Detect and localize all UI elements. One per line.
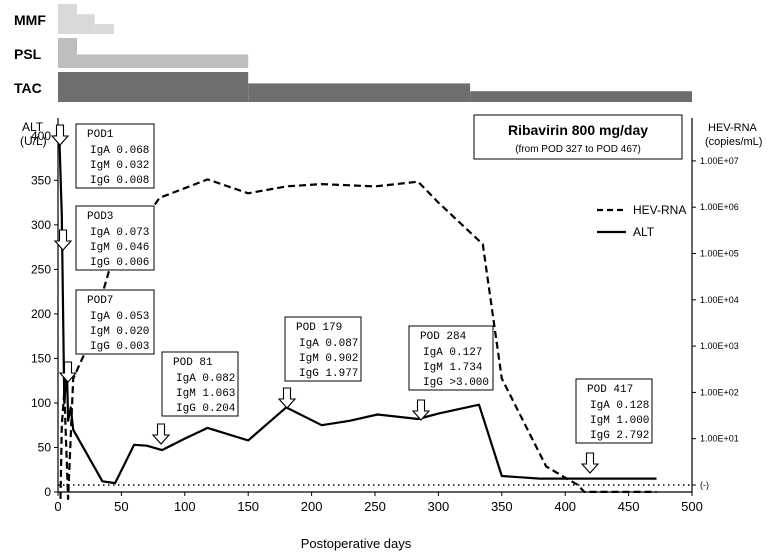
right-axis-tick-label: (-) [700,480,709,490]
right-axis-tick-label: 1.00E+05 [700,249,739,259]
right-axis-tick-label: 1.00E+07 [700,156,739,166]
pod-label-title: POD 179 [296,322,342,334]
axes: 0 50 100 150 200 250 300 350 400 (-) 1.00E+01 1.00E… [31,118,739,514]
pod-arrow-icon-2 [58,361,78,383]
left-axis-tick-label: 50 [38,440,52,454]
drug-bar-tac-segment-2 [470,91,692,102]
pod-label-igg: IgG 0.204 [176,403,236,415]
x-axis-tick-label: 0 [54,499,61,514]
pod-label-title: POD 81 [173,357,213,369]
right-axis-tick-label: 1.00E+04 [700,295,739,305]
pod-label-igg: IgG 0.003 [90,341,149,353]
x-axis-tick-label: 150 [237,499,259,514]
pod-label-box-3 [161,351,239,417]
x-axis-tick-label: 450 [618,499,640,514]
legend-label-hev: HEV-RNA [633,203,686,217]
drug-bar-tac-segment-0 [58,72,249,102]
right-axis-tick-label: 1.00E+01 [700,434,739,444]
left-axis-tick-label: 150 [31,351,51,365]
x-axis-tick-label: 50 [114,499,128,514]
pod-label-box-1 [75,205,155,271]
right-axis-tick-label: 1.00E+02 [700,387,739,397]
right-axis-label-line2: (copies/mL) [705,136,762,148]
drug-bar-mmf-segment-1 [77,14,95,34]
pod-label-igm: IgM 1.000 [590,415,649,427]
right-axis-tick-label: 1.00E+06 [700,202,739,212]
pod-label-igg: IgG 1.977 [299,368,358,380]
left-axis-tick-label: 100 [31,396,51,410]
pod-label-igg: IgG 0.008 [90,175,149,187]
pod-arrow-icon-6 [580,452,600,474]
x-axis-tick-label: 300 [428,499,450,514]
left-axis-tick-label: 300 [31,218,51,232]
legend: HEV-RNA ALT [597,203,686,239]
drug-label-tac: TAC [14,80,42,96]
x-axis-tick-label: 250 [364,499,386,514]
drug-bar-tac-segment-1 [248,83,471,102]
x-axis-tick-label: 200 [301,499,323,514]
annotation-title: Ribavirin 800 mg/day [508,122,648,138]
annotation-box: Ribavirin 800 mg/day (from POD 327 to PO… [473,114,683,160]
pod-label-igg: IgG 2.792 [590,430,649,442]
left-axis-tick-label: 250 [31,262,51,276]
pod-arrow-icon-0 [50,124,70,146]
left-axis-tick-label: 0 [44,485,51,499]
drug-label-psl: PSL [14,46,42,62]
drug-bar-psl-segment-0 [58,38,78,68]
pod-label-box-0 [75,123,155,189]
pod-label-title: POD 284 [420,331,467,343]
pod-label-box-5 [408,325,494,391]
pod-label-iga: IgA 0.127 [423,347,482,359]
pod-label-iga: IgA 0.053 [90,311,149,323]
drug-label-mmf: MMF [14,12,46,28]
pod-label-igm: IgM 0.032 [90,160,149,172]
pod-label-iga: IgA 0.073 [90,227,149,239]
pod-label-igg: IgG 0.006 [90,257,149,269]
pod-label-box-6 [575,378,653,444]
pod-label-title: POD1 [87,129,114,141]
pod-arrow-icon-3 [151,423,171,445]
left-axis-label-line2: (U/L) [20,134,47,148]
x-axis-tick-label: 100 [174,499,196,514]
x-axis-label: Postoperative days [301,536,412,551]
pod-label-iga: IgA 0.068 [90,145,149,157]
drug-bar-mmf-segment-0 [58,4,78,34]
pod-label-title: POD7 [87,295,113,307]
pod-label-igm: IgM 0.020 [90,326,149,338]
legend-label-alt: ALT [633,225,655,239]
pod-label-title: POD 417 [587,384,633,396]
annotation-subtitle: (from POD 327 to POD 467) [515,144,641,155]
x-axis-tick-label: 350 [491,499,513,514]
series-line-hev-rna [59,178,657,500]
pod-arrow-icon-5 [411,399,431,421]
left-axis-label-line1: ALT [22,120,44,134]
pod-label-box-2 [75,289,155,355]
pod-label-igg: IgG >3.000 [423,377,489,389]
pod-label-igm: IgM 1.734 [423,362,483,374]
pod-label-iga: IgA 0.087 [299,338,358,350]
pod-label-title: POD3 [87,211,113,223]
pod-labels: POD1 IgA 0.068 IgM 0.032 IgG 0.008 POD3 IgA 0… [50,123,653,474]
pod-label-igm: IgM 0.046 [90,242,149,254]
pod-label-igm: IgM 1.063 [176,388,235,400]
drug-bar-psl-segment-1 [77,54,249,68]
right-axis-tick-label: 1.00E+03 [700,341,739,351]
left-axis-tick-label: 200 [31,307,51,321]
pod-label-iga: IgA 0.128 [590,400,649,412]
pod-label-box-4 [284,316,362,382]
pod-label-iga: IgA 0.082 [176,373,235,385]
right-axis-label-line1: HEV-RNA [708,122,758,134]
x-axis-tick-label: 500 [681,499,703,514]
drug-bar-mmf-segment-2 [94,24,114,34]
series-line-alt [58,135,657,485]
left-axis-tick-label: 400 [31,129,51,143]
left-axis-tick-label: 350 [31,173,51,187]
pod-arrow-icon-4 [277,387,297,409]
series [58,135,657,500]
pod-arrow-icon-1 [53,229,73,251]
pod-label-igm: IgM 0.902 [299,353,358,365]
drug-bars: MMF PSL TAC [14,4,692,102]
x-axis-tick-label: 400 [554,499,576,514]
